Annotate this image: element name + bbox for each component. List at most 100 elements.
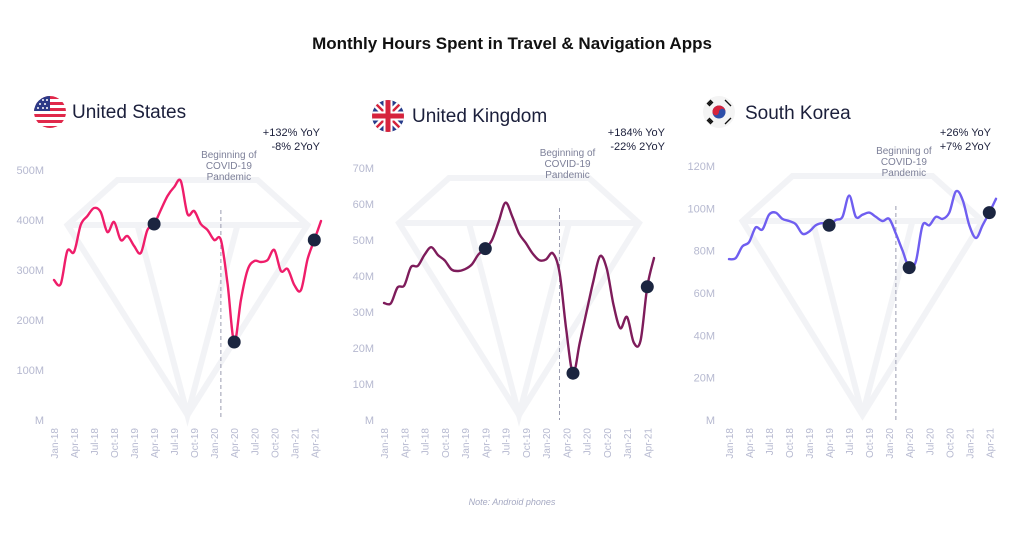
x-tick-label: Jul-20 [925, 428, 936, 456]
x-tick-label: Oct-18 [110, 428, 121, 458]
y-tick-label: 100M [16, 365, 44, 377]
x-tick-label: Oct-18 [441, 428, 452, 458]
uk-chart-panel: United Kingdom +184% YoY -22% 2YoY M 10M 2… [340, 90, 685, 470]
y-tick-label: 10M [353, 379, 374, 391]
highlight-point [478, 242, 492, 256]
x-tick-label: Apr-20 [562, 428, 573, 458]
highlight-point [822, 218, 836, 232]
x-tick-label: Jul-18 [90, 428, 101, 456]
x-tick-label: Apr-19 [150, 428, 161, 458]
highlight-point [566, 366, 580, 380]
x-tick-label: Jan-21 [290, 428, 301, 459]
x-tick-label: Apr-20 [230, 428, 241, 458]
highlight-point [902, 261, 916, 275]
series-line [382, 201, 656, 375]
country-name: United States [72, 102, 187, 123]
y-tick-label: 70M [353, 163, 374, 175]
us-chart-panel: United States +132% YoY -8% 2YoY M 100M 20… [0, 90, 345, 470]
covid-annotation: Pandemic [545, 170, 589, 181]
y-tick-label: 50M [353, 235, 374, 247]
y-tick-label: 60M [694, 288, 715, 300]
x-tick-label: Oct-20 [603, 428, 614, 458]
growth-stats: +184% YoY -22% 2YoY [608, 126, 665, 154]
x-tick-label: Jul-18 [421, 428, 432, 456]
growth-stats: +132% YoY -8% 2YoY [263, 126, 320, 154]
covid-annotation: COVID-19 [206, 161, 253, 172]
south-korea-flag-icon [703, 96, 735, 128]
covid-annotation: Beginning of [540, 148, 596, 159]
x-tick-label: Oct-19 [190, 428, 201, 458]
y-tick-label: M [35, 415, 44, 427]
x-tick-label: Apr-20 [905, 428, 916, 458]
y-tick-label: 20M [353, 343, 374, 355]
diamond-facets [742, 218, 983, 416]
x-tick-label: Jan-19 [461, 428, 472, 459]
x-tick-label: Jan-20 [210, 428, 221, 459]
series-line [727, 189, 998, 270]
highlight-point [147, 217, 161, 231]
two-yoy-stat: -8% 2YoY [271, 141, 320, 153]
yoy-stat: +132% YoY [262, 127, 320, 139]
x-tick-label: Apr-18 [745, 428, 756, 458]
uk-line-chart: M 10M 20M 30M 40M 50M 60M 70M Jan-18 Apr-18 Jul-18… [353, 148, 656, 459]
x-tick-label: Oct-20 [270, 428, 281, 458]
country-name: United Kingdom [412, 106, 548, 127]
x-tick-label: Apr-19 [481, 428, 492, 458]
x-tick-label: Jan-18 [50, 428, 61, 459]
x-tick-label: Jul-20 [583, 428, 594, 456]
y-tick-label: 100M [687, 203, 715, 215]
us-flag-icon [34, 96, 66, 128]
growth-stats: +26% YoY +7% 2YoY [940, 126, 991, 154]
covid-annotation: COVID-19 [881, 157, 928, 168]
covid-annotation: Pandemic [882, 168, 926, 179]
x-tick-label: Jul-19 [170, 428, 181, 456]
y-tick-label: 500M [16, 165, 44, 177]
x-tick-label: Jan-18 [725, 428, 736, 459]
y-tick-label: M [365, 415, 374, 427]
y-tick-label: 300M [16, 265, 44, 277]
y-tick-label: 80M [694, 246, 715, 258]
y-tick-label: 40M [353, 271, 374, 283]
x-tick-label: Apr-21 [643, 428, 654, 458]
y-tick-label: 200M [16, 315, 44, 327]
two-yoy-stat: -22% 2YoY [610, 141, 665, 153]
yoy-stat: +184% YoY [607, 127, 665, 139]
yoy-stat: +26% YoY [939, 127, 991, 139]
highlight-point [307, 233, 321, 247]
x-tick-label: Oct-18 [785, 428, 796, 458]
highlight-point [640, 280, 654, 294]
watermark-diamond [738, 173, 987, 421]
covid-annotation: Pandemic [207, 172, 251, 183]
x-tick-label: Apr-18 [70, 428, 81, 458]
x-tick-label: Jan-20 [885, 428, 896, 459]
diamond-facets [399, 220, 639, 427]
covid-annotation: Beginning of [876, 146, 932, 157]
series-line [52, 178, 323, 344]
x-tick-label: Jul-20 [250, 428, 261, 456]
x-tick-label: Jan-21 [965, 428, 976, 459]
highlight-point [982, 206, 996, 220]
highlight-point [227, 335, 241, 349]
y-tick-label: 40M [694, 330, 715, 342]
covid-annotation: Beginning of [201, 150, 257, 161]
diamond-outline [395, 175, 643, 421]
diamond-outline [63, 177, 312, 421]
y-tick-label: M [706, 415, 715, 427]
y-tick-label: 60M [353, 199, 374, 211]
diamond-outline [738, 173, 987, 421]
us-line-chart: M 100M 200M 300M 400M 500M Jan-18 Apr-18 Jul-18 O… [16, 150, 323, 459]
y-tick-label: 20M [694, 373, 715, 385]
x-tick-label: Apr-21 [310, 428, 321, 458]
country-name: South Korea [745, 103, 851, 124]
y-tick-label: 400M [16, 215, 44, 227]
x-tick-label: Jan-18 [380, 428, 391, 459]
covid-annotation: COVID-19 [544, 159, 591, 170]
kr-line-chart: M 20M 40M 60M 80M 100M 120M Jan-18 Apr-18 Jul-18 O… [687, 146, 998, 459]
x-tick-label: Jul-19 [845, 428, 856, 456]
x-tick-label: Jan-19 [130, 428, 141, 459]
y-tick-label: 30M [353, 307, 374, 319]
kr-chart-panel: South Korea +26% YoY +7% 2YoY M 20M 40M 60M… [679, 90, 1024, 470]
x-tick-label: Jan-21 [623, 428, 634, 459]
x-tick-label: Oct-20 [945, 428, 956, 458]
x-tick-label: Oct-19 [865, 428, 876, 458]
